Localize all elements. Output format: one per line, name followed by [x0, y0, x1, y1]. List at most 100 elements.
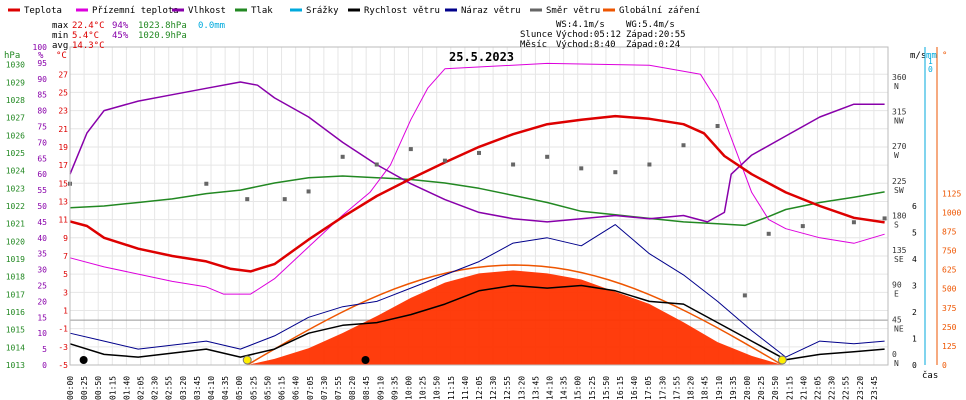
stats-max-press: 1023.8hPa [138, 21, 187, 31]
x-tick-label: 07:55 [334, 376, 343, 400]
x-tick-label: 04:10 [207, 376, 216, 400]
info-sun-set: Západ:20:55 [626, 30, 686, 40]
wind-direction-marker [742, 293, 747, 298]
wm2-axis-tick: 1000 [942, 208, 961, 217]
hpa-axis-tick: 1017 [6, 290, 25, 299]
legend-label: Směr větru [546, 6, 600, 16]
x-tick-label: 17:05 [644, 376, 653, 400]
x-tick-label: 14:35 [560, 376, 569, 400]
legend-label: Teplota [24, 6, 62, 16]
x-tick-label: 19:10 [715, 376, 724, 400]
x-tick-label: 09:10 [376, 376, 385, 400]
pct-axis-tick: 85 [37, 91, 47, 100]
temp-axis-label: °C [56, 51, 67, 61]
pct-axis-tick: 60 [37, 170, 47, 179]
wind-direction-marker [282, 197, 287, 202]
stats-max-label: max [52, 21, 69, 31]
x-tick-label: 02:05 [137, 376, 146, 400]
pct-axis-tick: 55 [37, 186, 47, 195]
hpa-axis-tick: 1018 [6, 273, 25, 282]
temp-axis-tick: 9 [63, 234, 68, 243]
hpa-axis-tick: 1028 [6, 96, 25, 105]
series-teplota [69, 114, 885, 273]
hpa-axis-tick: 1030 [6, 61, 25, 70]
wind-direction-marker [374, 162, 379, 167]
legend-label: Tlak [251, 6, 273, 16]
wind-direction-marker [613, 170, 618, 175]
dir-axis-name: NW [894, 116, 904, 125]
x-tick-label: 00:00 [66, 376, 75, 400]
dir-axis-label: ° [942, 51, 947, 61]
series-prizemni-teplota [69, 62, 885, 295]
wm2-axis-tick: 375 [942, 304, 957, 313]
temp-axis-tick: 1 [63, 306, 68, 315]
pct-axis-tick: 30 [37, 266, 47, 275]
x-tick-label: 23:45 [870, 376, 879, 400]
plot-frame [69, 46, 889, 366]
ms-axis-tick: 4 [912, 255, 917, 264]
mm-axis-tick: 1 [928, 57, 933, 66]
temp-axis-tick: 5 [63, 270, 68, 279]
moonrise-marker [361, 356, 370, 364]
dir-axis-name: N [894, 82, 899, 91]
x-tick-label: 11:15 [447, 376, 456, 400]
x-tick-label: 00:50 [94, 376, 103, 400]
stats-avg-label: avg [52, 41, 68, 51]
hpa-axis-tick: 1025 [6, 149, 25, 158]
radiation-area [246, 264, 783, 366]
wind-direction-marker [715, 124, 720, 128]
wm2-axis-tick: 250 [942, 323, 957, 332]
x-tick-label: 10:25 [419, 376, 428, 400]
stats-min-label: min [52, 31, 68, 41]
temp-axis-tick: -3 [58, 343, 68, 352]
temp-axis-tick: 17 [58, 161, 68, 170]
wind-direction-marker [306, 189, 311, 194]
pct-axis-tick: 15 [37, 313, 47, 322]
dir-axis-tick: 225 [892, 177, 907, 186]
dir-axis-tick: 360 [892, 73, 907, 82]
mm-axis-label: mm [926, 51, 937, 61]
pct-axis-tick: 100 [33, 43, 48, 52]
x-tick-label: 17:55 [672, 376, 681, 400]
stats-min-press: 1020.9hPa [138, 31, 187, 41]
info-moon-rise: Východ:8:40 [556, 40, 616, 50]
x-tick-label: 19:35 [729, 376, 738, 400]
ms-axis-label: m/s [910, 51, 926, 61]
x-tick-label: 15:00 [574, 376, 583, 400]
dir-axis-tick: 90 [892, 281, 902, 290]
x-tick-label: 10:50 [433, 376, 442, 400]
dir-axis-name: W [894, 151, 899, 160]
ms-axis-tick: 3 [912, 282, 917, 291]
dir-axis-name: SE [894, 255, 904, 264]
wm2-axis-tick: 1125 [942, 189, 961, 198]
x-tick-label: 12:30 [489, 376, 498, 400]
wind-direction-marker [681, 143, 686, 148]
x-tick-label: 18:45 [701, 376, 710, 400]
x-tick-label: 20:25 [757, 376, 766, 400]
x-tick-label: 12:05 [475, 376, 484, 400]
x-tick-label: 13:20 [517, 376, 526, 400]
temp-axis-tick: 15 [58, 179, 68, 188]
wind-direction-marker [442, 158, 447, 163]
wind-direction-marker [647, 162, 652, 167]
temp-axis-tick: 3 [63, 288, 68, 297]
x-tick-label: 22:05 [813, 376, 822, 400]
pct-axis-tick: 95 [37, 59, 47, 68]
temp-axis-tick: 11 [58, 216, 68, 225]
temp-axis-tick: 13 [58, 197, 68, 206]
wind-direction-marker [245, 197, 250, 202]
legend-label: Rychlost větru [364, 6, 440, 16]
hpa-axis-tick: 1014 [6, 343, 25, 352]
x-tick-label: 01:40 [122, 376, 131, 400]
pct-axis-tick: 70 [37, 138, 47, 147]
wind-direction-marker [340, 154, 345, 159]
pct-axis-tick: 10 [37, 329, 47, 338]
temp-axis-tick: -1 [58, 325, 68, 334]
chart-title: 25.5.2023 [449, 50, 514, 64]
info-wg: WG:5.4m/s [626, 20, 675, 30]
pct-axis-tick: 80 [37, 107, 47, 116]
pct-axis-label: % [38, 51, 44, 61]
x-tick-label: 16:15 [616, 376, 625, 400]
wind-direction-marker [579, 166, 584, 171]
